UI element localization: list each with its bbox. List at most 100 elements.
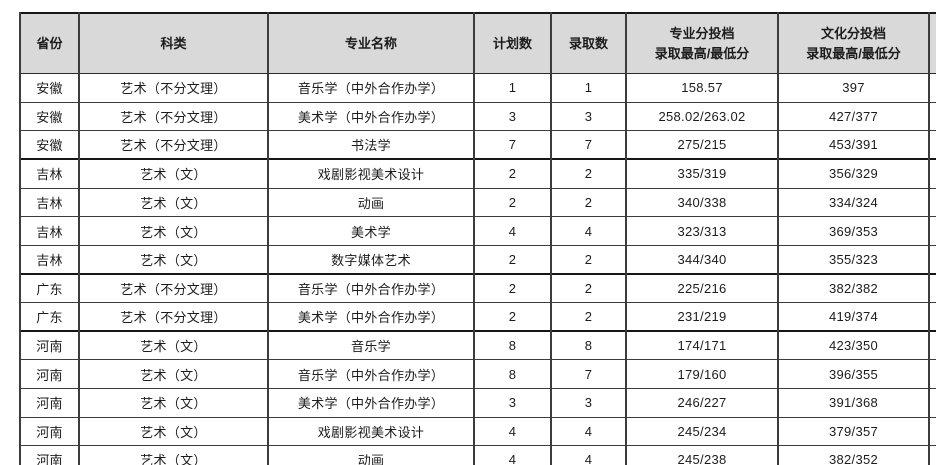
cell-extra	[928, 101, 936, 132]
cell-major: 音乐学	[267, 330, 475, 361]
cell-culture-score: 334/324	[777, 187, 930, 218]
cell-category: 艺术（文）	[78, 388, 269, 418]
cell-culture-score: 427/377	[777, 101, 930, 132]
cell-plan: 2	[473, 187, 552, 218]
cell-major: 戏剧影视美术设计	[267, 158, 475, 189]
cell-extra	[928, 445, 936, 465]
cell-admitted: 7	[550, 130, 627, 160]
cell-admitted: 8	[550, 330, 627, 361]
cell-province: 吉林	[19, 216, 80, 246]
cell-category: 艺术（文）	[78, 445, 269, 465]
cell-culture-score: 355/323	[777, 244, 930, 275]
cell-major-score: 323/313	[625, 216, 779, 246]
cell-plan: 2	[473, 272, 552, 304]
cell-admitted: 4	[550, 445, 627, 465]
col-header-culture-score: 文化分投档 录取最高/最低分	[777, 12, 930, 74]
cell-major-score: 335/319	[625, 158, 779, 189]
cell-admitted: 2	[550, 272, 627, 304]
table-row: 河南 艺术（文） 戏剧影视美术设计 4 4 245/234 379/357	[19, 416, 936, 447]
cell-culture-score: 356/329	[777, 158, 930, 189]
cell-extra	[928, 302, 936, 332]
cell-culture-score: 382/352	[777, 445, 930, 465]
cell-major-score: 179/160	[625, 359, 779, 390]
cell-plan: 8	[473, 359, 552, 390]
cell-culture-score: 391/368	[777, 388, 930, 418]
cell-major: 美术学（中外合作办学）	[267, 388, 475, 418]
table-row: 广东 艺术（不分文理） 音乐学（中外合作办学） 2 2 225/216 382/382	[19, 272, 936, 304]
table-row: 河南 艺术（文） 音乐学 8 8 174/171 423/350	[19, 330, 936, 361]
cell-province: 吉林	[19, 187, 80, 218]
cell-major: 动画	[267, 187, 475, 218]
cell-category: 艺术（文）	[78, 216, 269, 246]
cell-admitted: 4	[550, 416, 627, 447]
table-row: 安徽 艺术（不分文理） 音乐学（中外合作办学） 1 1 158.57 397	[19, 73, 936, 103]
cell-culture-score: 382/382	[777, 272, 930, 304]
cell-province: 河南	[19, 359, 80, 390]
table-row: 吉林 艺术（文） 数字媒体艺术 2 2 344/340 355/323	[19, 244, 936, 275]
col-header-plan: 计划数	[473, 12, 552, 74]
cell-admitted: 2	[550, 302, 627, 332]
cell-extra	[928, 187, 936, 218]
cell-extra	[928, 158, 936, 189]
cell-major-score: 344/340	[625, 244, 779, 275]
cell-admitted: 4	[550, 216, 627, 246]
table-row: 吉林 艺术（文） 戏剧影视美术设计 2 2 335/319 356/329	[19, 158, 936, 189]
cell-category: 艺术（不分文理）	[78, 130, 269, 160]
col-header-admitted: 录取数	[550, 12, 627, 74]
cell-admitted: 1	[550, 73, 627, 103]
cell-major-score: 225/216	[625, 272, 779, 304]
cell-admitted: 3	[550, 101, 627, 132]
table-row: 安徽 艺术（不分文理） 美术学（中外合作办学） 3 3 258.02/263.02 427/…	[19, 101, 936, 132]
cell-major-score: 245/234	[625, 416, 779, 447]
col-header-major-score: 专业分投档 录取最高/最低分	[625, 12, 779, 74]
cell-major: 动画	[267, 445, 475, 465]
header-row: 省份 科类 专业名称 计划数 录取数 专业分投档 录取最高/最低分 文化分投档 …	[19, 12, 936, 74]
cell-category: 艺术（文）	[78, 416, 269, 447]
col-header-major: 专业名称	[267, 12, 475, 74]
cell-plan: 1	[473, 73, 552, 103]
table-viewport: 省份 科类 专业名称 计划数 录取数 专业分投档 录取最高/最低分 文化分投档 …	[19, 12, 936, 465]
cell-province: 安徽	[19, 73, 80, 103]
cell-province: 广东	[19, 272, 80, 304]
cell-major: 音乐学（中外合作办学）	[267, 359, 475, 390]
cell-major: 美术学（中外合作办学）	[267, 302, 475, 332]
cell-province: 吉林	[19, 158, 80, 189]
cell-extra	[928, 216, 936, 246]
cell-province: 河南	[19, 445, 80, 465]
cell-plan: 4	[473, 416, 552, 447]
cell-major-score: 231/219	[625, 302, 779, 332]
cell-major-score: 245/238	[625, 445, 779, 465]
cell-major-score: 258.02/263.02	[625, 101, 779, 132]
cell-major: 音乐学（中外合作办学）	[267, 73, 475, 103]
col-header-extra-cutoff	[928, 12, 936, 74]
cell-major: 书法学	[267, 130, 475, 160]
cell-province: 安徽	[19, 101, 80, 132]
cell-category: 艺术（文）	[78, 187, 269, 218]
cell-province: 河南	[19, 388, 80, 418]
cell-category: 艺术（文）	[78, 158, 269, 189]
cell-culture-score: 369/353	[777, 216, 930, 246]
cell-major: 数字媒体艺术	[267, 244, 475, 275]
table-row: 吉林 艺术（文） 动画 2 2 340/338 334/324	[19, 187, 936, 218]
cell-plan: 2	[473, 158, 552, 189]
cell-major: 美术学（中外合作办学）	[267, 101, 475, 132]
cell-plan: 3	[473, 101, 552, 132]
table-row: 广东 艺术（不分文理） 美术学（中外合作办学） 2 2 231/219 419/374	[19, 302, 936, 332]
cell-category: 艺术（不分文理）	[78, 272, 269, 304]
cell-culture-score: 423/350	[777, 330, 930, 361]
cell-major-score: 174/171	[625, 330, 779, 361]
cell-category: 艺术（不分文理）	[78, 101, 269, 132]
col-header-category: 科类	[78, 12, 269, 74]
cell-admitted: 2	[550, 158, 627, 189]
cell-extra	[928, 388, 936, 418]
cell-culture-score: 453/391	[777, 130, 930, 160]
cell-admitted: 7	[550, 359, 627, 390]
table-row: 河南 艺术（文） 动画 4 4 245/238 382/352	[19, 445, 936, 465]
table-row: 河南 艺术（文） 美术学（中外合作办学） 3 3 246/227 391/368	[19, 388, 936, 418]
cell-major-score: 246/227	[625, 388, 779, 418]
cell-province: 广东	[19, 302, 80, 332]
table-row: 吉林 艺术（文） 美术学 4 4 323/313 369/353	[19, 216, 936, 246]
cell-category: 艺术（不分文理）	[78, 73, 269, 103]
col-header-province: 省份	[19, 12, 80, 74]
cell-major-score: 158.57	[625, 73, 779, 103]
